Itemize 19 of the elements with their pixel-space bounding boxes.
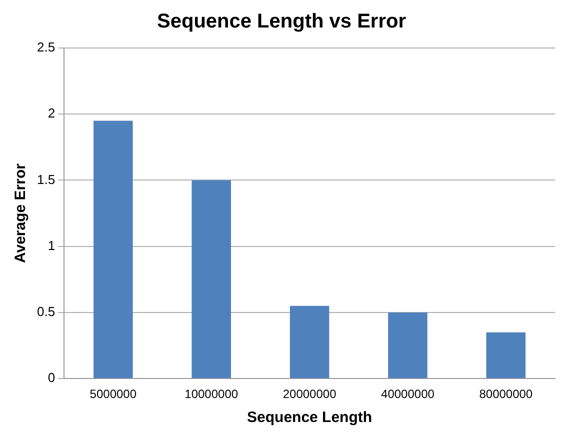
- bar: [290, 306, 330, 378]
- bar: [486, 332, 526, 378]
- x-tick-label: 10000000: [184, 387, 238, 402]
- y-tick-label: 1.5: [36, 172, 56, 187]
- x-tick-label: 40000000: [381, 387, 435, 402]
- y-tick-label: 0.5: [36, 304, 56, 320]
- x-tick-label: 5000000: [90, 387, 137, 402]
- y-tick-label: 2.5: [36, 40, 56, 55]
- x-axis-title: Sequence Length: [247, 409, 372, 426]
- y-tick-label: 2: [48, 106, 56, 121]
- y-axis-title: Average Error: [12, 163, 30, 264]
- bar: [192, 180, 231, 378]
- chart-title: Sequence Length vs Error: [157, 10, 406, 33]
- x-tick-label: 80000000: [479, 387, 533, 402]
- bar: [388, 312, 428, 378]
- y-tick-label: 0: [48, 370, 56, 386]
- y-tick-label: 1: [48, 238, 56, 253]
- bar: [94, 120, 133, 378]
- x-tick-label: 20000000: [282, 387, 337, 402]
